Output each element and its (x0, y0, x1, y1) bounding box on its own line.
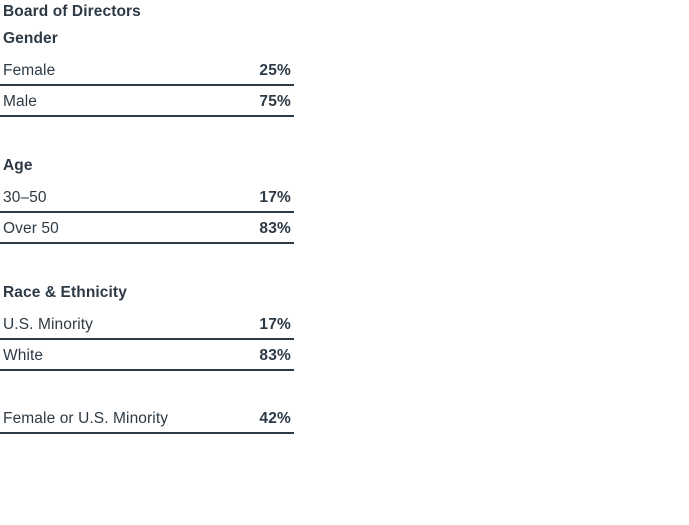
row-label: 30–50 (3, 189, 47, 206)
table-row: Female 25% (0, 55, 294, 86)
row-value: 75% (259, 93, 291, 110)
row-value: 83% (259, 220, 291, 237)
table-row: Male 75% (0, 86, 294, 117)
table-row: Over 50 83% (0, 213, 294, 244)
row-value: 42% (259, 410, 291, 427)
table-title: Board of Directors (3, 3, 141, 20)
section-heading-age: Age (3, 157, 33, 174)
table-row: U.S. Minority 17% (0, 309, 294, 340)
row-value: 25% (259, 62, 291, 79)
board-of-directors-table: Board of Directors Gender Female 25% Mal… (0, 2, 294, 434)
section-heading-gender: Gender (3, 30, 58, 47)
row-label: Over 50 (3, 220, 59, 237)
row-value: 83% (259, 347, 291, 364)
row-value: 17% (259, 316, 291, 333)
section-race-ethnicity: Race & Ethnicity U.S. Minority 17% White… (0, 283, 294, 371)
table-row: 30–50 17% (0, 182, 294, 213)
section-age: Age 30–50 17% Over 50 83% (0, 156, 294, 244)
row-label: Female (3, 62, 56, 79)
row-label: U.S. Minority (3, 316, 94, 333)
table-row: Female or U.S. Minority 42% (0, 403, 294, 434)
row-label: Female or U.S. Minority (3, 410, 169, 427)
row-label: White (3, 347, 44, 364)
row-value: 17% (259, 189, 291, 206)
table-row: White 83% (0, 340, 294, 371)
section-heading-race-ethnicity: Race & Ethnicity (3, 284, 127, 301)
section-summary: Female or U.S. Minority 42% (0, 403, 294, 434)
row-label: Male (3, 93, 37, 110)
section-gender: Gender Female 25% Male 75% (0, 29, 294, 117)
